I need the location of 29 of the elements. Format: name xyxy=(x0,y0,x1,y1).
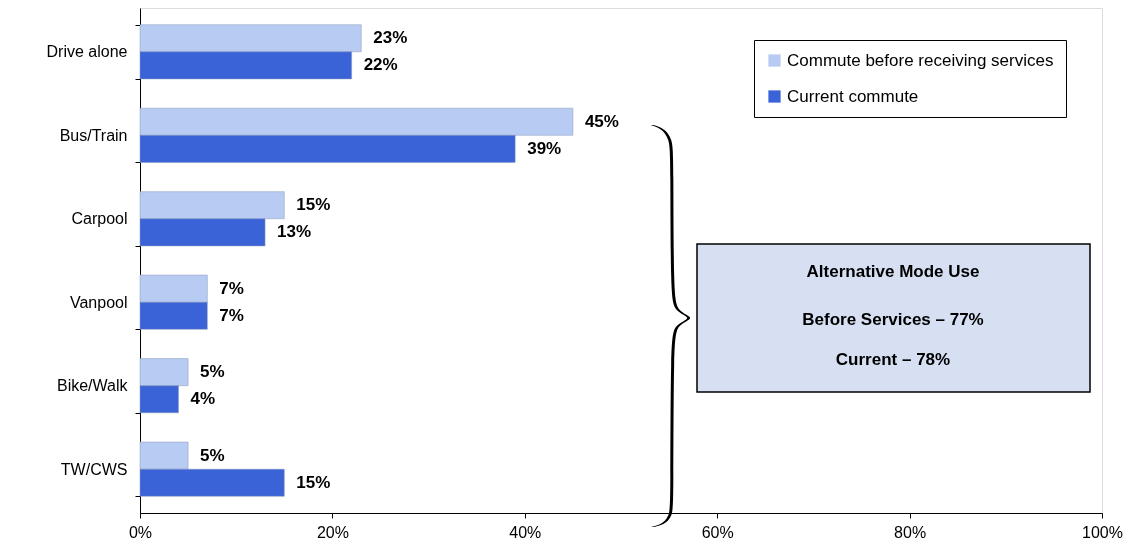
annotation: Current – 78% xyxy=(835,350,951,369)
y-tick-label: Drive alone xyxy=(46,43,128,61)
legend-label: Current commute xyxy=(787,86,919,106)
y-tick-label: TW/CWS xyxy=(60,460,128,478)
x-tick-label: 100% xyxy=(1082,523,1123,541)
y-tick-label: Carpool xyxy=(71,210,128,228)
y-tick-label: Bike/Walk xyxy=(56,377,129,395)
data-label: 45% xyxy=(584,111,619,131)
annotation: Alternative Mode Use xyxy=(806,262,980,281)
legend-label: Commute before receiving services xyxy=(787,50,1054,70)
x-tick-label: 0% xyxy=(128,523,153,541)
data-label: 22% xyxy=(363,55,398,75)
y-tick-label: Bus/Train xyxy=(59,126,128,144)
data-label: 15% xyxy=(296,472,331,492)
data-label: 23% xyxy=(373,28,408,48)
data-label: 5% xyxy=(200,445,225,465)
x-tick-label: 20% xyxy=(316,523,349,541)
data-label: 7% xyxy=(219,278,244,298)
x-tick-label: 60% xyxy=(701,523,734,541)
data-label: 13% xyxy=(277,222,312,242)
annotation: Before Services – 77% xyxy=(802,310,984,329)
y-tick-label: Vanpool xyxy=(69,293,128,311)
x-tick-label: 40% xyxy=(509,523,542,541)
data-label: 4% xyxy=(190,389,216,409)
data-label: 39% xyxy=(527,138,562,158)
x-tick-label: 80% xyxy=(894,523,927,541)
data-label: 7% xyxy=(219,305,244,325)
data-label: 15% xyxy=(296,195,331,215)
data-label: 5% xyxy=(200,362,225,382)
